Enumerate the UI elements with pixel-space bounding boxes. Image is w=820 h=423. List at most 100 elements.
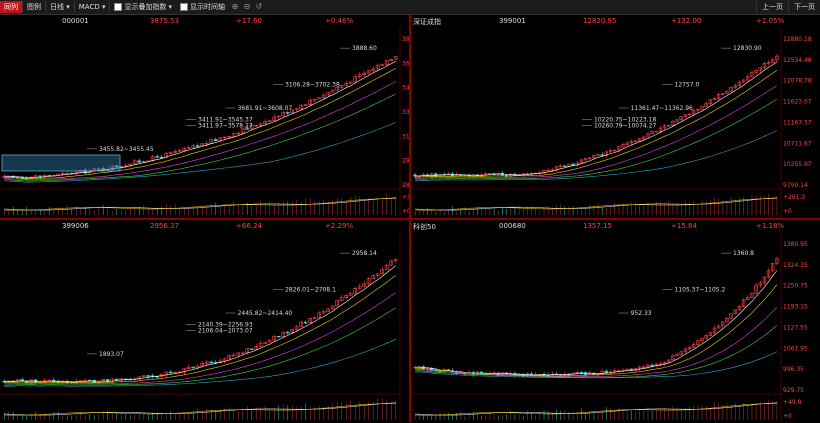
candle-body: [389, 59, 394, 61]
prev-page-button[interactable]: 上一页: [756, 1, 788, 13]
price-tick-label: 1250.75: [783, 283, 808, 290]
moving-average-line: [415, 284, 778, 377]
candle-body: [96, 168, 101, 170]
candle-body: [204, 361, 209, 364]
price-annotation: 2445.82~2414.40: [238, 310, 293, 317]
candlestick-chart[interactable]: 3890.10 3675.66 3485.22 3318.78 3148.34 2977.…: [0, 15, 409, 218]
candle-body: [729, 87, 733, 92]
candle-body: [317, 97, 322, 100]
candle-body: [612, 149, 617, 152]
candle-body: [114, 165, 119, 168]
candle-body: [646, 364, 650, 368]
price-tick-label: 12534.48: [783, 57, 812, 64]
candle-body: [2, 175, 6, 178]
candle-body: [484, 173, 488, 175]
candle-body: [721, 321, 725, 327]
moving-average-line: [4, 292, 396, 385]
candle-body: [567, 163, 571, 167]
candle-body: [700, 337, 704, 342]
index-name: 科创50: [413, 223, 436, 231]
index-code: 000001: [62, 17, 89, 25]
chart-panel-shanghai[interactable]: 000001 3875.53 +17.60 +0.46% 3890.10 3675…: [0, 15, 409, 218]
candle-body: [254, 124, 259, 127]
candle-body: [231, 133, 236, 137]
period-select[interactable]: 日线 ▾: [46, 1, 75, 13]
moving-average-line: [415, 130, 778, 182]
overlay-index-checkbox[interactable]: 显示叠加指数 ▾: [110, 2, 176, 12]
zoom-in-icon[interactable]: ⊕: [231, 2, 239, 11]
candle-body: [33, 175, 38, 178]
candle-body: [195, 365, 200, 368]
candle-body: [642, 366, 646, 368]
time-axis-checkbox[interactable]: 显示时间轴: [176, 2, 229, 12]
price-annotation: 12830.90: [733, 45, 762, 52]
refresh-icon[interactable]: ↺: [255, 2, 263, 11]
candle-body: [646, 133, 650, 138]
candle-body: [182, 147, 187, 151]
price-annotation: 1893.07: [99, 351, 124, 358]
price-tick-label: 11167.37: [783, 119, 812, 126]
candle-body: [263, 341, 268, 344]
candlestick-chart[interactable]: 1380.95 1324.35 1250.75 1193.15 1127.55 1061.…: [411, 220, 820, 423]
chart-panel-chinext[interactable]: 399006 2956.37 +66.24 +2.29% 2958.14 2826…: [0, 220, 409, 423]
price-tick-label: 1127.55: [783, 324, 808, 331]
candle-body: [600, 154, 604, 156]
macd-line: [4, 403, 396, 416]
candle-body: [267, 120, 272, 122]
candle-body: [222, 136, 227, 139]
candle-body: [357, 74, 362, 77]
candle-body: [146, 375, 151, 377]
candle-body: [155, 156, 160, 158]
candle-body: [240, 352, 245, 354]
candle-body: [683, 114, 688, 118]
chart-panel-shenzhen[interactable]: 深证成指 399001 12820.95 +132.00 +1.05% 1288…: [411, 15, 820, 218]
chart-panel-star50[interactable]: 科创50 000680 1357.15 +15.84 +1.18% 1380.9…: [411, 220, 820, 423]
candle-body: [558, 165, 563, 168]
next-page-button[interactable]: 下一页: [788, 1, 820, 13]
tab-tonglie[interactable]: 同列: [0, 1, 23, 13]
candle-body: [746, 76, 750, 81]
candle-body: [326, 308, 331, 312]
candle-body: [413, 174, 417, 177]
candle-body: [15, 379, 20, 382]
candle-body: [303, 104, 308, 106]
price-annotation: 1105.37~1105.2: [675, 287, 726, 294]
candle-body: [621, 144, 625, 148]
candle-body: [168, 371, 173, 374]
candle-body: [775, 258, 779, 264]
candle-body: [245, 128, 250, 130]
candle-body: [675, 119, 679, 122]
index-change-pct: +1.05%: [756, 17, 785, 25]
candle-body: [312, 317, 317, 319]
indicator-select[interactable]: MACD ▾: [75, 1, 111, 13]
candle-body: [285, 331, 290, 334]
candle-body: [101, 168, 105, 170]
candle-body: [741, 299, 746, 307]
candle-body: [633, 140, 638, 142]
candle-body: [375, 64, 380, 70]
zoom-out-icon[interactable]: ⊖: [243, 2, 251, 11]
price-annotation: 952.33: [631, 310, 652, 317]
candle-body: [696, 340, 700, 345]
candlestick-chart[interactable]: 12880.18 12534.48 12078.78 11623.07 11167.37…: [411, 15, 820, 218]
candlestick-chart[interactable]: 2958.14 2826.01~2708.1 2445.82~2414.40 2140…: [0, 220, 409, 423]
candle-body: [687, 113, 692, 116]
panel-header: 科创50 000680 1357.15 +15.84 +1.18%: [411, 220, 820, 232]
candle-body: [617, 146, 621, 151]
candle-body: [429, 173, 434, 177]
tab-tuli[interactable]: 图例: [23, 1, 46, 13]
volume-tick-label: +3431.9: [402, 194, 409, 201]
price-tick-label: 3485.22: [402, 85, 409, 92]
candle-body: [389, 260, 394, 266]
candle-body: [384, 264, 389, 270]
candle-body: [308, 318, 313, 323]
candle-body: [604, 151, 608, 156]
candle-body: [393, 258, 398, 262]
candle-body: [258, 123, 263, 126]
candle-body: [335, 300, 340, 307]
candle-body: [696, 109, 700, 111]
candle-body: [708, 332, 712, 336]
price-annotation: 3888.60: [352, 45, 377, 52]
moving-average-line: [4, 275, 396, 384]
candle-body: [353, 76, 358, 83]
